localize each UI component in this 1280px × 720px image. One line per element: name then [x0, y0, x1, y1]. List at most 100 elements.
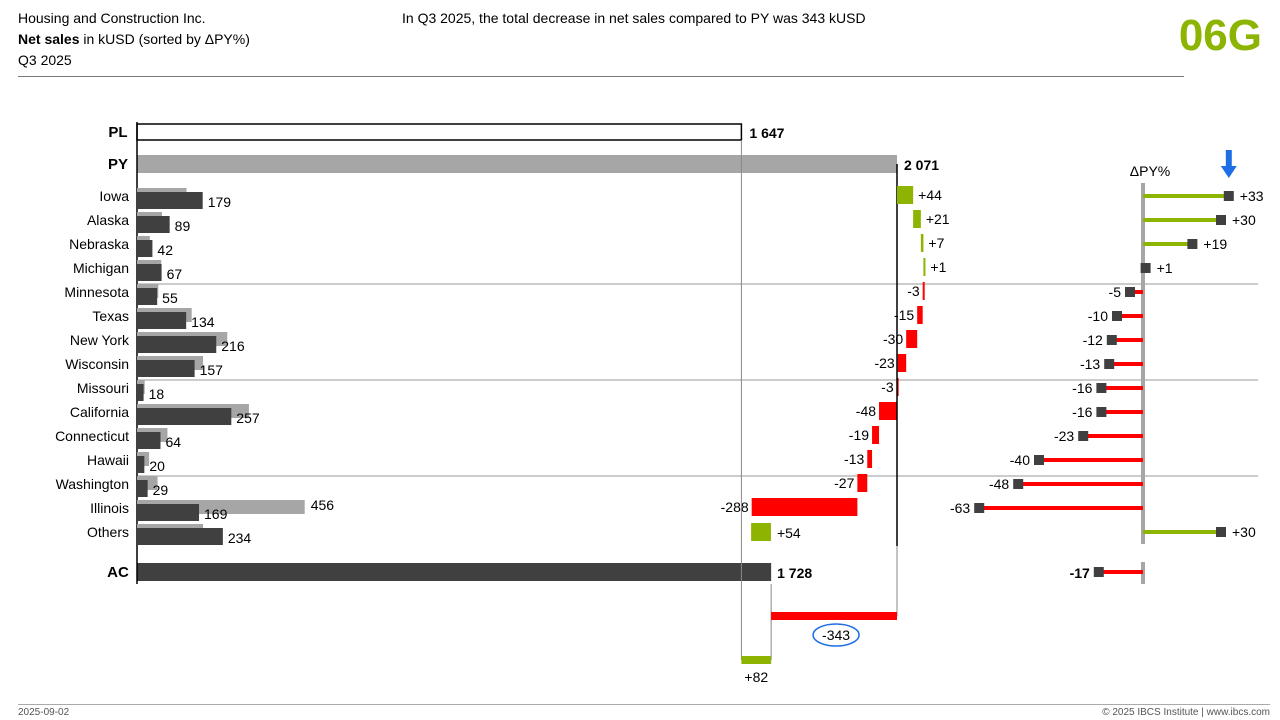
delta-bar-2	[920, 234, 924, 252]
delta-pct-label: -16	[1072, 380, 1092, 396]
ac-value-label: 67	[167, 266, 183, 282]
delta-pct-head-13	[974, 503, 985, 513]
delta-pct-total-label: -17	[1070, 565, 1090, 581]
company-name: Housing and Construction Inc.	[18, 10, 206, 26]
delta-pct-head-0	[1223, 191, 1234, 201]
delta-pl-bar	[741, 656, 772, 664]
delta-pct-label: -48	[989, 476, 1009, 492]
ac-value-label: 179	[208, 194, 232, 210]
delta-bar-6	[906, 330, 918, 348]
delta-pct-label: -40	[1010, 452, 1030, 468]
ac-value-label: 29	[153, 482, 169, 498]
category-label: Illinois	[90, 500, 129, 516]
ac-value-label: 1 728	[777, 565, 812, 581]
delta-label: -48	[856, 403, 876, 419]
ac-value-label: 257	[236, 410, 260, 426]
delta-pct-label: -23	[1054, 428, 1074, 444]
delta-bar-1	[913, 210, 921, 228]
delta-bar-3	[923, 258, 926, 276]
ac-value-label: 169	[204, 506, 228, 522]
ac-bar-11	[137, 456, 145, 473]
category-label: Iowa	[99, 188, 129, 204]
delta-py-total-label: -343	[822, 627, 850, 643]
ac-value-label: 134	[191, 314, 215, 330]
delta-bar-10	[872, 426, 880, 444]
category-label: Hawaii	[87, 452, 129, 468]
delta-pct-head-1	[1216, 215, 1226, 225]
delta-pct-head-14	[1216, 527, 1226, 537]
delta-pct-label: +1	[1157, 260, 1173, 276]
highlight-arrow-icon	[1220, 150, 1237, 178]
category-label: Missouri	[77, 380, 129, 396]
ac-value-label: 89	[175, 218, 191, 234]
delta-pct-head-12	[1013, 479, 1024, 489]
delta-label: -19	[849, 427, 869, 443]
delta-pct-head-3	[1140, 263, 1151, 273]
ac-bar-2	[137, 240, 153, 257]
category-label: Nebraska	[69, 236, 129, 252]
delta-label: -30	[883, 331, 903, 347]
category-label: Wisconsin	[65, 356, 129, 372]
delta-label: -3	[881, 379, 894, 395]
footer-date: 2025-09-02	[18, 707, 70, 718]
delta-bar-7	[897, 354, 907, 372]
ac-bar-3	[137, 264, 162, 281]
ac-bar-0	[137, 192, 203, 209]
delta-label: +1	[930, 259, 946, 275]
delta-bar-4	[922, 282, 925, 300]
ac-bar-8	[137, 384, 144, 401]
delta-bar-13	[751, 498, 858, 516]
delta-pct-head-2	[1187, 239, 1198, 249]
category-label: Connecticut	[55, 428, 129, 444]
delta-pct-head-6	[1106, 335, 1117, 345]
ac-bar-6	[137, 336, 217, 353]
ac-bar-13	[137, 504, 200, 521]
delta-pct-head-10	[1078, 431, 1089, 441]
delta-label: +21	[926, 211, 950, 227]
py-bar	[137, 155, 897, 173]
py-value-label: 456	[311, 497, 335, 513]
delta-pct-head-4	[1125, 287, 1135, 297]
delta-pct-label: -12	[1083, 332, 1103, 348]
py-value-label: 2 071	[904, 157, 939, 173]
delta-pct-head-11	[1034, 455, 1044, 465]
delta-pct-label: +19	[1203, 236, 1227, 252]
highlight-ellipse	[812, 623, 860, 647]
page-code: 06G	[1178, 11, 1262, 60]
pl-label: PL	[108, 124, 127, 141]
delta-pct-label: +30	[1232, 212, 1256, 228]
delta-bar-12	[857, 474, 868, 492]
delta-label: -3	[907, 283, 920, 299]
footer-copyright: © 2025 IBCS Institute | www.ibcs.com	[1102, 707, 1270, 718]
category-label: Texas	[92, 308, 129, 324]
ac-value-label: 234	[228, 530, 252, 546]
category-label: Minnesota	[64, 284, 129, 300]
delta-pct-head-9	[1096, 407, 1107, 417]
header-divider	[18, 76, 1184, 77]
ac-bar-12	[137, 480, 148, 497]
category-label: New York	[70, 332, 130, 348]
delta-bar-5	[917, 306, 923, 324]
delta-bar-11	[867, 450, 873, 468]
delta-pct-title: ΔPY%	[1130, 163, 1170, 179]
category-label: Others	[87, 524, 129, 540]
ac-bar-5	[137, 312, 187, 329]
ac-value-label: 157	[200, 362, 224, 378]
period-label: Q3 2025	[18, 52, 72, 68]
ac-bar-14	[137, 528, 223, 545]
pl-bar	[136, 123, 743, 141]
py-label: PY	[108, 156, 128, 173]
delta-pct-label: -13	[1080, 356, 1100, 372]
delta-pct-head-8	[1096, 383, 1107, 393]
delta-py-total-bar	[771, 612, 897, 620]
ac-label: AC	[107, 564, 129, 581]
ac-bar-10	[137, 432, 161, 449]
delta-label: +7	[928, 235, 944, 251]
footer-divider	[18, 704, 1270, 705]
delta-pct-label: -63	[950, 500, 970, 516]
measure-unit: in kUSD (sorted by ΔPY%)	[79, 31, 250, 47]
delta-pct-label: -16	[1072, 404, 1092, 420]
delta-pct-label: +30	[1232, 524, 1256, 540]
delta-label: +44	[918, 187, 942, 203]
delta-bar-14	[751, 523, 771, 541]
